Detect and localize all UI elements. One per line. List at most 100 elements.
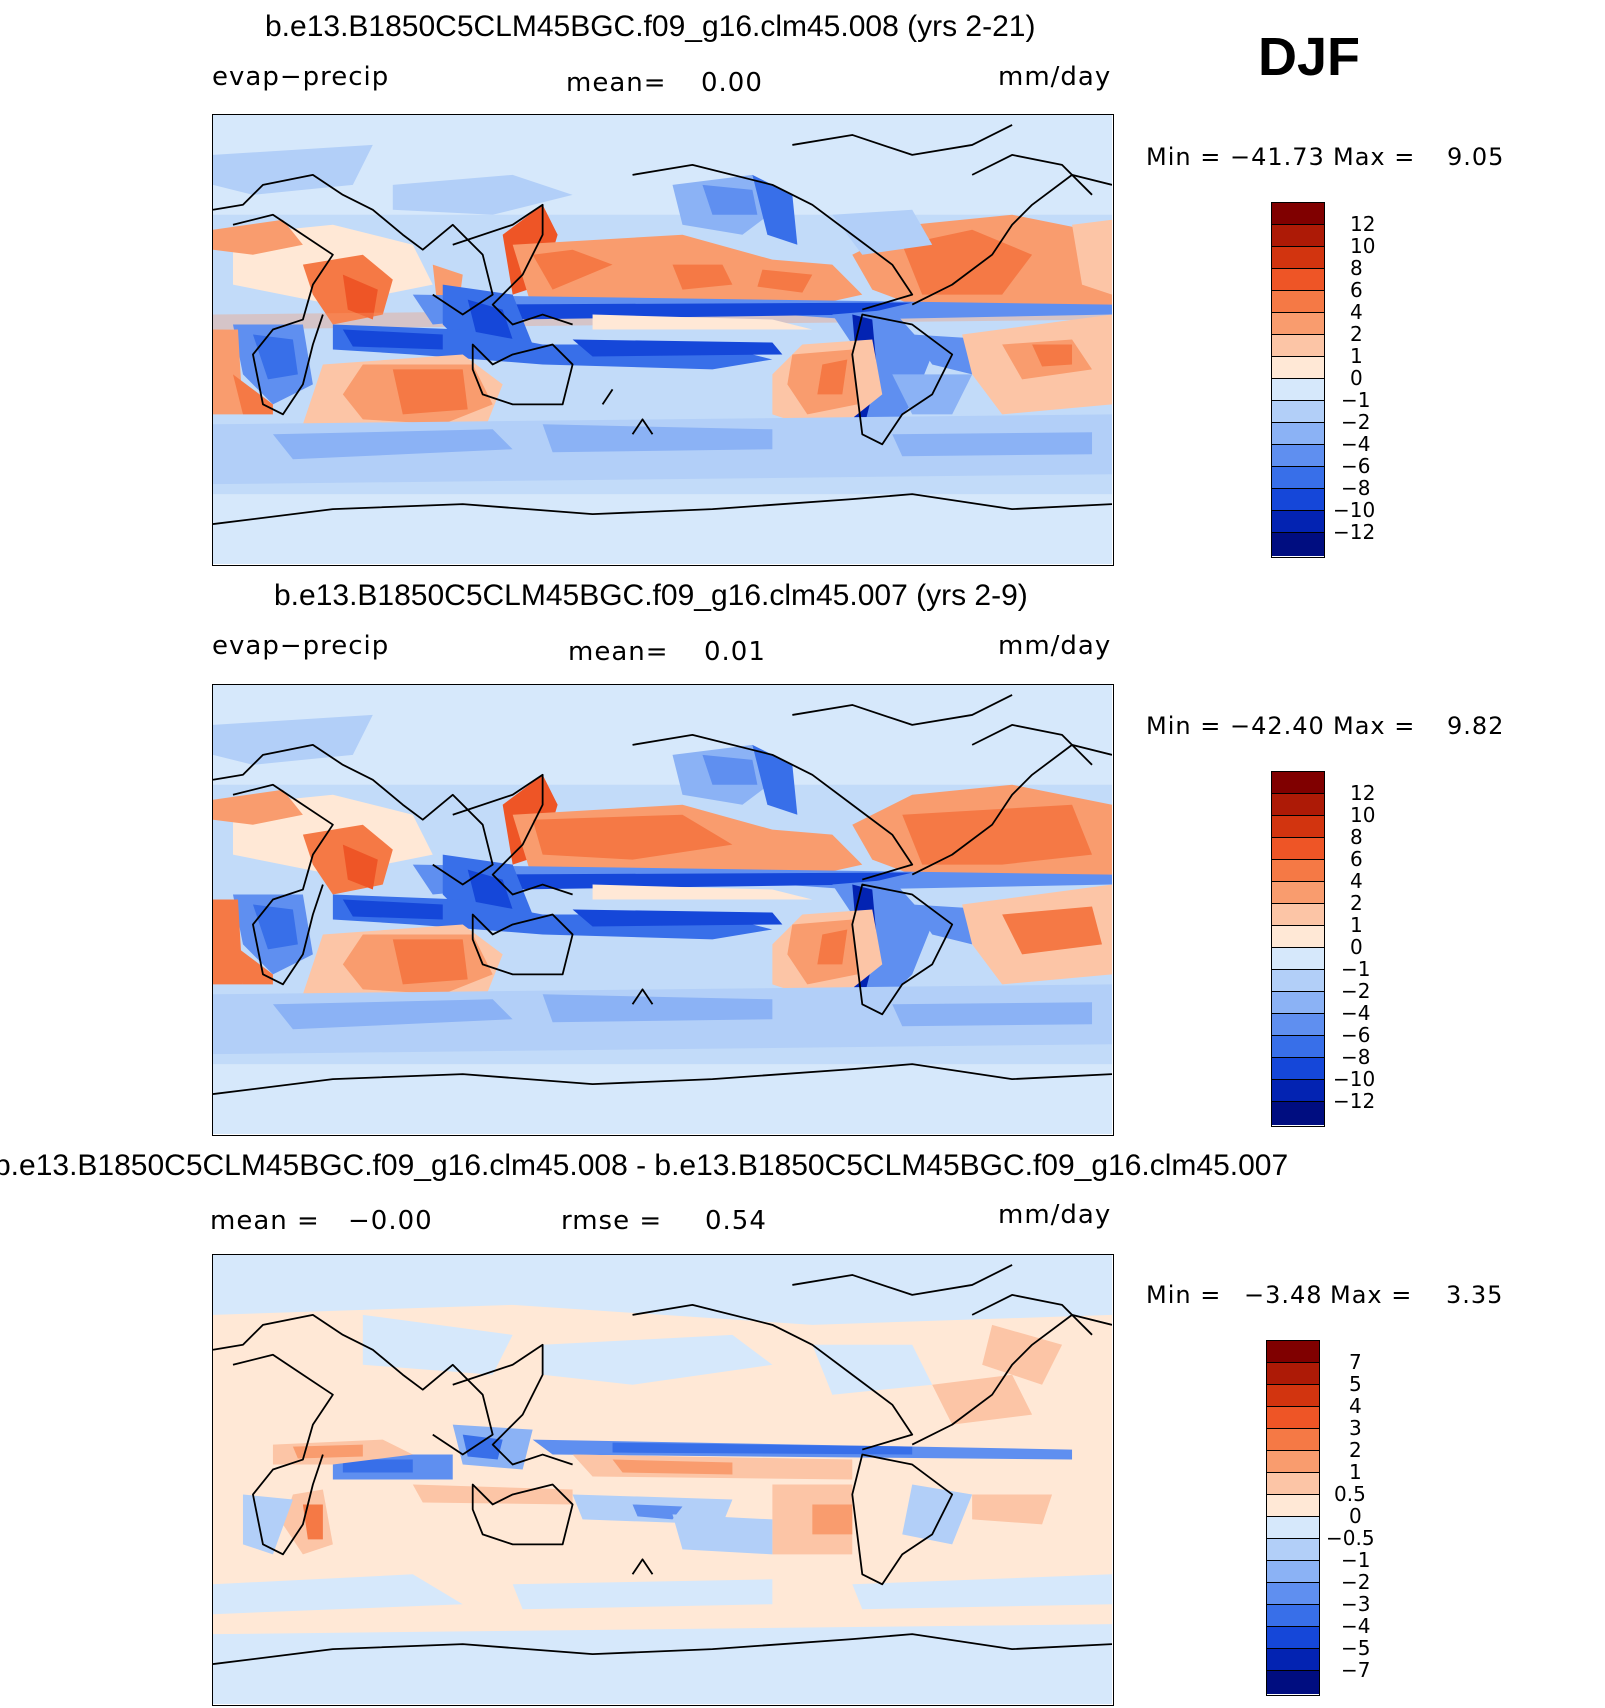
colorbar-swatch (1267, 1539, 1319, 1561)
panel-2-map (212, 684, 1114, 1136)
panel-3-colorbar (1266, 1340, 1320, 1696)
colorbar-swatch (1272, 269, 1324, 291)
colorbar-tick-label: 6 (1350, 278, 1363, 302)
colorbar-swatch (1267, 1495, 1319, 1517)
panel-2-title: b.e13.B1850C5CLM45BGC.f09_g16.clm45.007 … (274, 579, 1028, 612)
colorbar-tick-label: 2 (1349, 1438, 1362, 1462)
colorbar-swatch (1267, 1341, 1319, 1363)
colorbar-tick-label: 4 (1350, 869, 1363, 893)
colorbar-tick-label: 12 (1350, 212, 1376, 236)
colorbar-tick-label: 1 (1349, 1460, 1362, 1484)
panel-3-map (212, 1254, 1114, 1706)
colorbar-swatch (1272, 816, 1324, 838)
colorbar-swatch (1272, 203, 1324, 225)
colorbar-tick-label: −1 (1341, 957, 1371, 981)
colorbar-tick-label: −5 (1341, 1636, 1371, 1660)
colorbar-swatch (1272, 335, 1324, 357)
colorbar-tick-label: 1 (1350, 344, 1363, 368)
colorbar-swatch (1267, 1627, 1319, 1649)
colorbar-swatch (1267, 1583, 1319, 1605)
colorbar-swatch (1267, 1561, 1319, 1583)
panel-1-mean-label: mean= (566, 68, 667, 98)
colorbar-tick-label: −2 (1341, 410, 1371, 434)
colorbar-tick-label: 7 (1349, 1350, 1362, 1374)
panel-3-min-label: Min = (1146, 1281, 1222, 1309)
colorbar-swatch (1267, 1407, 1319, 1429)
colorbar-tick-label: −8 (1341, 476, 1371, 500)
colorbar-swatch (1272, 926, 1324, 948)
colorbar-swatch (1272, 401, 1324, 423)
colorbar-swatch (1267, 1385, 1319, 1407)
colorbar-swatch (1267, 1473, 1319, 1495)
panel-3-title: b.e13.B1850C5CLM45BGC.f09_g16.clm45.008 … (0, 1149, 1289, 1182)
panel-2-min-value: −42.40 (1230, 712, 1325, 740)
colorbar-tick-label: 0.5 (1334, 1482, 1366, 1506)
colorbar-swatch (1267, 1363, 1319, 1385)
panel-3-max-label: Max = (1330, 1281, 1413, 1309)
colorbar-swatch (1272, 1080, 1324, 1102)
colorbar-swatch (1272, 904, 1324, 926)
colorbar-swatch (1272, 423, 1324, 445)
colorbar-swatch (1272, 948, 1324, 970)
colorbar-swatch (1272, 445, 1324, 467)
panel-3-mean-value: −0.00 (348, 1206, 433, 1236)
colorbar-swatch (1267, 1605, 1319, 1627)
colorbar-swatch (1272, 357, 1324, 379)
colorbar-tick-label: −12 (1333, 1089, 1376, 1113)
colorbar-swatch (1272, 533, 1324, 556)
panel-3-rmse-label: rmse = (561, 1206, 663, 1236)
panel-3-units: mm/day (998, 1200, 1112, 1230)
colorbar-tick-label: −8 (1341, 1045, 1371, 1069)
colorbar-swatch (1272, 794, 1324, 816)
panel-1-units: mm/day (998, 62, 1112, 92)
colorbar-swatch (1272, 992, 1324, 1014)
panel-1-title: b.e13.B1850C5CLM45BGC.f09_g16.clm45.008 … (265, 10, 1036, 43)
colorbar-swatch (1272, 1014, 1324, 1036)
colorbar-swatch (1272, 291, 1324, 313)
colorbar-swatch (1272, 247, 1324, 269)
colorbar-tick-label: −4 (1341, 1001, 1371, 1025)
colorbar-swatch (1272, 772, 1324, 794)
colorbar-swatch (1272, 860, 1324, 882)
colorbar-tick-label: −7 (1341, 1658, 1371, 1682)
colorbar-tick-label: −1 (1341, 1548, 1371, 1572)
colorbar-tick-label: 2 (1350, 891, 1363, 915)
colorbar-tick-label: −6 (1341, 454, 1371, 478)
colorbar-tick-label: 0 (1350, 935, 1363, 959)
colorbar-tick-label: 4 (1350, 300, 1363, 324)
colorbar-tick-label: 0 (1350, 366, 1363, 390)
panel-2-min-label: Min = (1146, 712, 1222, 740)
panel-3-mean-label: mean = (210, 1206, 320, 1236)
colorbar-swatch (1267, 1649, 1319, 1671)
colorbar-tick-label: −4 (1341, 1614, 1371, 1638)
panel-1-min-value: −41.73 (1230, 143, 1325, 171)
panel-1-variable-label: evap−precip (212, 62, 390, 92)
colorbar-tick-label: 10 (1350, 803, 1376, 827)
colorbar-tick-label: −10 (1333, 1067, 1376, 1091)
colorbar-tick-label: 12 (1350, 781, 1376, 805)
colorbar-tick-label: 4 (1349, 1394, 1362, 1418)
panel-2-colorbar (1271, 771, 1325, 1127)
colorbar-swatch (1272, 1058, 1324, 1080)
panel-2-max-label: Max = (1333, 712, 1416, 740)
colorbar-tick-label: −6 (1341, 1023, 1371, 1047)
panel-2-mean-label: mean= (568, 637, 669, 667)
panel-1-max-label: Max = (1333, 143, 1416, 171)
season-label: DJF (1258, 27, 1361, 87)
colorbar-tick-label: 5 (1349, 1372, 1362, 1396)
colorbar-tick-label: 10 (1350, 234, 1376, 258)
colorbar-swatch (1272, 511, 1324, 533)
colorbar-swatch (1267, 1517, 1319, 1539)
colorbar-tick-label: −4 (1341, 432, 1371, 456)
colorbar-swatch (1267, 1429, 1319, 1451)
panel-1-min-label: Min = (1146, 143, 1222, 171)
colorbar-tick-label: 8 (1350, 256, 1363, 280)
colorbar-tick-label: −0.5 (1326, 1526, 1375, 1550)
colorbar-tick-label: −10 (1333, 498, 1376, 522)
colorbar-tick-label: −1 (1341, 388, 1371, 412)
colorbar-tick-label: 0 (1349, 1504, 1362, 1528)
panel-1-mean-value: 0.00 (701, 68, 763, 98)
panel-1-max-value: 9.05 (1447, 143, 1505, 171)
panel-3-rmse-value: 0.54 (705, 1206, 767, 1236)
panel-2-max-value: 9.82 (1447, 712, 1505, 740)
